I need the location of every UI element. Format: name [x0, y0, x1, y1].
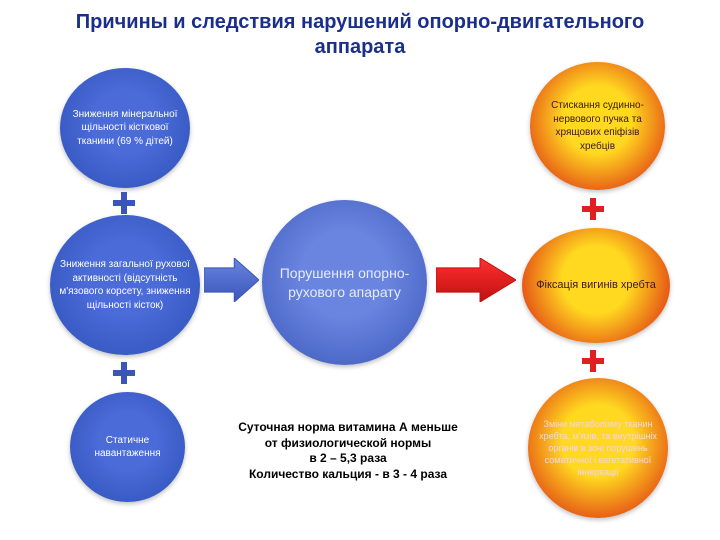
page-title: Причины и следствия нарушений опорно-дви…	[60, 10, 660, 60]
node-center-text: Порушення опорно-рухового апарату	[270, 264, 419, 302]
node-left-mid-text: Зниження загальної рухової активності (в…	[58, 258, 192, 312]
title-text: Причины и следствия нарушений опорно-дви…	[76, 11, 644, 58]
arrow-icon	[436, 258, 516, 302]
plus-icon	[113, 362, 135, 384]
plus-icon	[582, 198, 604, 220]
node-left-bot-text: Статичне навантаження	[78, 434, 177, 461]
node-right-mid-text: Фіксація вигинів хребта	[536, 278, 656, 293]
node-left-mid: Зниження загальної рухової активності (в…	[50, 215, 200, 355]
node-left-top: Зниження мінеральної щільності кісткової…	[60, 68, 190, 188]
footer-line: Количество кальция - в 3 - 4 раза	[208, 467, 488, 483]
footer-line: Суточная норма витамина А меньше	[208, 420, 488, 436]
node-center: Порушення опорно-рухового апарату	[262, 200, 427, 365]
footer-line: от физиологической нормы	[208, 436, 488, 452]
arrow-icon	[204, 258, 259, 302]
node-right-bot-text: Зміни метаболізму тканин хребта, м'язів,…	[536, 418, 660, 479]
node-left-top-text: Зниження мінеральної щільності кісткової…	[68, 108, 182, 149]
footer-line: в 2 – 5,3 раза	[208, 451, 488, 467]
node-right-top-text: Стискання судинно-нервового пучка та хря…	[538, 99, 657, 153]
node-left-bot: Статичне навантаження	[70, 392, 185, 502]
node-right-mid: Фіксація вигинів хребта	[522, 228, 670, 343]
footer-note: Суточная норма витамина А меньше от физи…	[208, 420, 488, 482]
node-right-top: Стискання судинно-нервового пучка та хря…	[530, 62, 665, 190]
plus-icon	[113, 192, 135, 214]
plus-icon	[582, 350, 604, 372]
node-right-bot: Зміни метаболізму тканин хребта, м'язів,…	[528, 378, 668, 518]
